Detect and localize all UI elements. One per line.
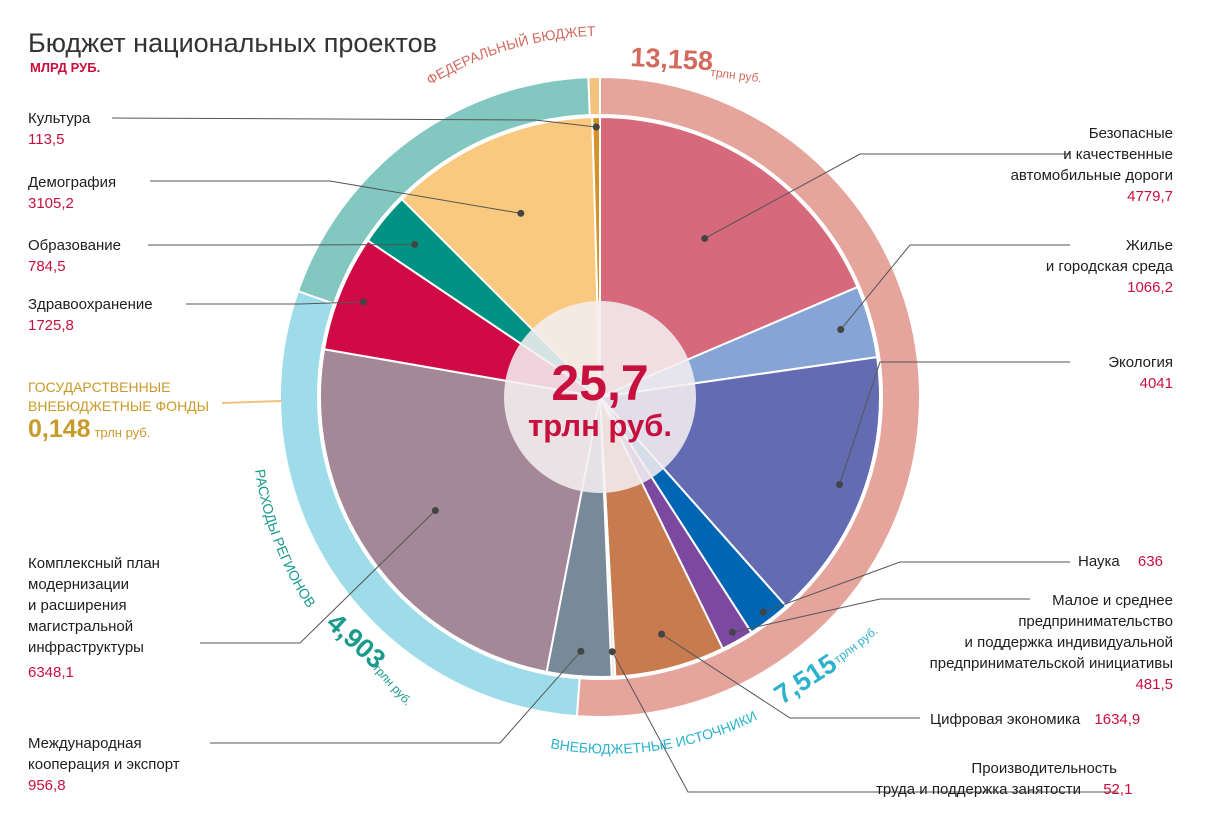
leader-line-kompl bbox=[200, 510, 436, 644]
leader-dot-kultura bbox=[592, 123, 600, 131]
leader-dot-zdrav bbox=[359, 298, 367, 306]
federal-budget-unit: трлн руб. bbox=[710, 65, 763, 85]
label-ekologiya-value: 4041 bbox=[1139, 375, 1173, 392]
leader-line-proizv bbox=[611, 651, 1118, 793]
leader-line-zdrav bbox=[186, 301, 364, 305]
label-zhilie-line2: и городская среда bbox=[1045, 258, 1173, 275]
leader-dot-demografiya bbox=[517, 209, 525, 217]
label-obrazovanie-value: 784,5 bbox=[28, 258, 66, 275]
label-msp-line3: и поддержка индивидуальной bbox=[964, 634, 1173, 651]
label-msp: Малое и среднее предпринимательство и по… bbox=[930, 590, 1173, 695]
label-msp-line4: предпринимательской инициативы bbox=[929, 655, 1173, 672]
label-fonds-unit: трлн руб. bbox=[94, 425, 151, 440]
label-zhilie: Жилье и городская среда 1066,2 bbox=[1046, 235, 1173, 298]
label-zdrav-name: Здравоохранение bbox=[28, 296, 153, 313]
label-demografiya-name: Демография bbox=[28, 174, 117, 191]
label-zhilie-line1: Жилье bbox=[1125, 237, 1173, 254]
federal-budget-amount: 13,158 bbox=[630, 42, 714, 76]
leader-line-fonds bbox=[221, 400, 283, 404]
leader-line-obrazovanie bbox=[148, 243, 415, 246]
leader-dot-mezhd bbox=[577, 647, 585, 655]
label-kompl-line2: модернизации bbox=[28, 576, 129, 593]
label-dorogi-value: 4779,7 bbox=[1127, 188, 1173, 205]
total-value: 25,7 bbox=[551, 355, 648, 411]
label-nauka-name: Наука bbox=[1078, 553, 1120, 570]
extra-budget-unit: трлн руб. bbox=[831, 624, 880, 667]
label-mezhd-line1: Международная bbox=[28, 735, 142, 752]
label-fonds-value: 0,148 bbox=[28, 415, 91, 443]
label-msp-line2: предпринимательство bbox=[1018, 613, 1173, 630]
ring-segment-state-funds bbox=[587, 75, 601, 117]
leader-dot-msp bbox=[728, 628, 736, 636]
unit-label: МЛРД РУБ. bbox=[30, 60, 101, 75]
label-mezhd-value: 956,8 bbox=[28, 777, 66, 794]
label-nauka: Наука 636 bbox=[1078, 551, 1163, 572]
label-fonds-line2: ВНЕБЮДЖЕТНЫЕ ФОНДЫ bbox=[28, 398, 210, 414]
leader-dot-obrazovanie bbox=[411, 240, 419, 248]
label-demografiya-value: 3105,2 bbox=[28, 195, 74, 212]
leader-line-dorogi bbox=[704, 153, 1070, 239]
label-obrazovanie-name: Образование bbox=[28, 237, 121, 254]
label-cifra-name: Цифровая экономика bbox=[930, 711, 1081, 728]
label-kompl: Комплексный план модернизации и расширен… bbox=[28, 553, 160, 683]
label-mezhd-line2: кооперация и экспорт bbox=[28, 756, 180, 773]
leader-dot-zhilie bbox=[837, 326, 845, 334]
label-proizv-line2: труда и поддержка занятости bbox=[876, 781, 1082, 798]
leader-line-mezhd bbox=[210, 650, 582, 744]
leader-lines bbox=[111, 117, 1118, 793]
leader-dot-ekologiya bbox=[835, 481, 843, 489]
leader-dot-dorogi bbox=[701, 234, 709, 242]
leader-line-nauka bbox=[763, 561, 1070, 613]
label-zdrav-value: 1725,8 bbox=[28, 317, 74, 334]
label-kultura-name: Культура bbox=[28, 110, 91, 127]
label-fonds: ГОСУДАРСТВЕННЫЕ ВНЕБЮДЖЕТНЫЕ ФОНДЫ 0,148… bbox=[28, 378, 209, 442]
label-kompl-line1: Комплексный план bbox=[28, 555, 160, 572]
label-dorogi-line2: и качественные bbox=[1063, 146, 1173, 163]
label-kompl-line4: магистральной bbox=[28, 618, 134, 635]
label-proizv-value: 52,1 bbox=[1103, 781, 1133, 798]
leader-line-zhilie bbox=[840, 244, 1070, 330]
leader-line-demografiya bbox=[150, 180, 521, 214]
label-kultura: Культура 113,5 bbox=[28, 108, 90, 150]
leader-dot-cifra bbox=[658, 630, 666, 638]
leader-line-cifra bbox=[661, 633, 920, 719]
label-nauka-value: 636 bbox=[1137, 553, 1163, 570]
regions-unit: трлн руб. bbox=[370, 661, 415, 709]
label-cifra-value: 1634,9 bbox=[1094, 711, 1141, 728]
leader-line-kultura bbox=[111, 117, 597, 128]
label-demografiya: Демография 3105,2 bbox=[28, 172, 116, 214]
label-kompl-line3: и расширения bbox=[28, 597, 127, 614]
leader-line-ekologiya bbox=[839, 361, 1070, 485]
label-obrazovanie: Образование 784,5 bbox=[28, 235, 121, 277]
label-kompl-value: 6348,1 bbox=[28, 664, 74, 681]
label-kompl-line5: инфраструктуры bbox=[28, 639, 144, 656]
label-dorogi: Безопасные и качественные автомобильные … bbox=[1011, 123, 1173, 207]
center-disc bbox=[504, 301, 696, 493]
label-proizv: Производительность труда и поддержка зан… bbox=[876, 758, 1132, 800]
source-ring bbox=[279, 75, 921, 718]
label-cifra: Цифровая экономика 1634,9 bbox=[930, 709, 1140, 730]
label-ekologiya-name: Экология bbox=[1108, 354, 1173, 371]
label-dorogi-line3: автомобильные дороги bbox=[1010, 167, 1173, 184]
label-fonds-line1: ГОСУДАРСТВЕННЫЕ bbox=[28, 379, 171, 395]
page-title: Бюджет национальных проектов bbox=[28, 28, 437, 58]
label-msp-value: 481,5 bbox=[1135, 676, 1173, 693]
leader-dot-proizv bbox=[608, 648, 616, 656]
label-zhilie-value: 1066,2 bbox=[1127, 279, 1173, 296]
label-proizv-line1: Производительность bbox=[971, 760, 1117, 777]
federal-budget-value: 13,158 трлн руб. bbox=[630, 42, 763, 85]
leader-line-msp bbox=[732, 598, 1030, 633]
label-dorogi-line1: Безопасные bbox=[1088, 125, 1173, 142]
label-mezhd: Международная кооперация и экспорт 956,8 bbox=[28, 733, 180, 796]
total-unit: трлн руб. bbox=[528, 408, 672, 443]
label-kultura-value: 113,5 bbox=[28, 131, 65, 148]
label-ekologiya: Экология 4041 bbox=[1108, 352, 1173, 394]
label-zdrav: Здравоохранение 1725,8 bbox=[28, 294, 153, 336]
ring-segment-federal-budget bbox=[575, 75, 921, 718]
leader-dot-nauka bbox=[759, 608, 767, 616]
label-msp-line1: Малое и среднее bbox=[1052, 592, 1173, 609]
leader-dot-kompl bbox=[431, 507, 439, 515]
